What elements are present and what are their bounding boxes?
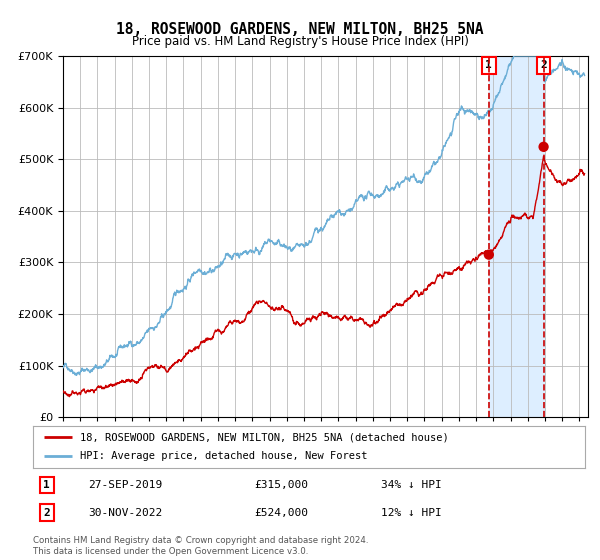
Text: 34% ↓ HPI: 34% ↓ HPI (381, 480, 442, 490)
Text: Price paid vs. HM Land Registry's House Price Index (HPI): Price paid vs. HM Land Registry's House … (131, 35, 469, 48)
Text: 27-SEP-2019: 27-SEP-2019 (88, 480, 163, 490)
Text: 12% ↓ HPI: 12% ↓ HPI (381, 508, 442, 518)
Text: HPI: Average price, detached house, New Forest: HPI: Average price, detached house, New … (80, 451, 367, 461)
Text: 1: 1 (485, 60, 492, 70)
Bar (489, 56, 544, 417)
Point (484, 250, 494, 259)
Text: 2: 2 (540, 60, 547, 70)
Text: 18, ROSEWOOD GARDENS, NEW MILTON, BH25 5NA (detached house): 18, ROSEWOOD GARDENS, NEW MILTON, BH25 5… (80, 432, 449, 442)
Text: Contains HM Land Registry data © Crown copyright and database right 2024.
This d: Contains HM Land Registry data © Crown c… (33, 536, 368, 556)
Text: 18, ROSEWOOD GARDENS, NEW MILTON, BH25 5NA: 18, ROSEWOOD GARDENS, NEW MILTON, BH25 5… (116, 22, 484, 38)
Text: 30-NOV-2022: 30-NOV-2022 (88, 508, 163, 518)
Text: 2: 2 (43, 508, 50, 518)
Text: £315,000: £315,000 (254, 480, 308, 490)
Point (539, 142, 548, 151)
Text: 1: 1 (43, 480, 50, 490)
Text: £524,000: £524,000 (254, 508, 308, 518)
